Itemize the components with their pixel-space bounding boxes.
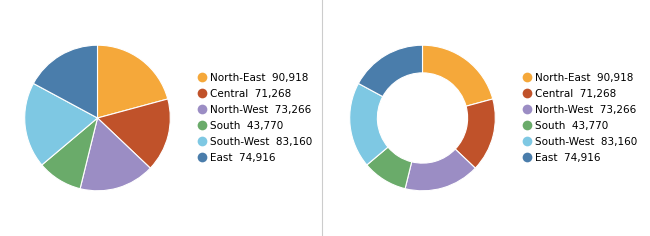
Wedge shape: [367, 147, 411, 189]
Legend: North-East  90,918, Central  71,268, North-West  73,266, South  43,770, South-We: North-East 90,918, Central 71,268, North…: [523, 71, 640, 165]
Wedge shape: [455, 99, 495, 168]
Wedge shape: [25, 84, 98, 165]
Wedge shape: [350, 84, 388, 165]
Wedge shape: [80, 118, 150, 191]
Wedge shape: [422, 45, 493, 106]
Wedge shape: [33, 45, 98, 118]
Wedge shape: [42, 118, 98, 189]
Legend: North-East  90,918, Central  71,268, North-West  73,266, South  43,770, South-We: North-East 90,918, Central 71,268, North…: [198, 71, 315, 165]
Wedge shape: [98, 99, 170, 168]
Wedge shape: [405, 149, 475, 191]
Wedge shape: [358, 45, 422, 97]
Wedge shape: [98, 45, 168, 118]
